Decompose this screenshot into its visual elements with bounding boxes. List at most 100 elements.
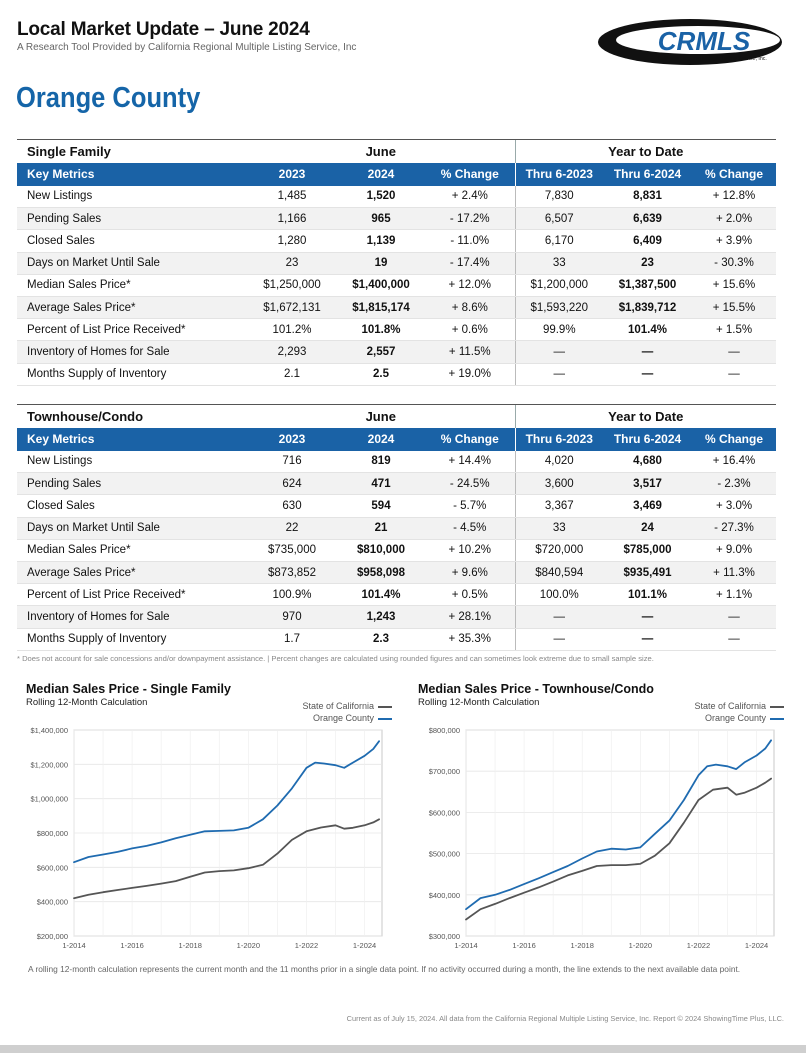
- ytd-2024-value: —: [603, 606, 692, 628]
- ytd-2023-value: $720,000: [515, 539, 603, 561]
- y-tick-label: $700,000: [429, 767, 460, 776]
- june-2024-value: 594: [337, 495, 425, 517]
- ytd-group-header: Year to Date: [515, 140, 776, 163]
- section-title: Townhouse/Condo: [17, 405, 247, 428]
- townhouse-table: Townhouse/Condo June Year to Date Key Me…: [17, 404, 776, 651]
- june-2024-value: 2.3: [337, 628, 425, 650]
- ytd-pct-change: + 3.9%: [692, 230, 776, 252]
- june-2023-value: $735,000: [247, 539, 337, 561]
- june-pct-change: - 4.5%: [425, 517, 515, 539]
- col-thru-2024: Thru 6-2024: [603, 163, 692, 186]
- y-tick-label: $300,000: [429, 932, 460, 941]
- table-row: Pending Sales 1,166 965- 17.2% 6,507 6,639 + …: [17, 208, 776, 230]
- ytd-2024-value: —: [603, 363, 692, 385]
- metric-name: Average Sales Price*: [17, 561, 247, 583]
- report-title: Local Market Update – June 2024: [17, 19, 310, 41]
- june-2024-value: 21: [337, 517, 425, 539]
- june-pct-change: + 11.5%: [425, 341, 515, 363]
- chart-note: A rolling 12-month calculation represent…: [28, 964, 740, 974]
- y-tick-label: $500,000: [429, 850, 460, 859]
- ytd-pct-change: + 15.5%: [692, 296, 776, 318]
- x-tick-label: 1-2014: [454, 941, 477, 950]
- x-tick-label: 1-2016: [512, 941, 535, 950]
- metric-name: Pending Sales: [17, 473, 247, 495]
- x-tick-label: 1-2018: [571, 941, 594, 950]
- june-2024-value: 2,557: [337, 341, 425, 363]
- chart-townhouse: Median Sales Price - Townhouse/Condo Rol…: [418, 682, 788, 957]
- june-2024-value: 1,243: [337, 606, 425, 628]
- table-row: Months Supply of Inventory 2.1 2.5 + 19.0% —…: [17, 363, 776, 385]
- chart-plot-townhouse: $300,000$400,000$500,000$600,000$700,000…: [418, 682, 788, 957]
- table-row: Average Sales Price* $873,852 $958,098 + 9.…: [17, 561, 776, 583]
- table-row: Percent of List Price Received* 100.9% 101…: [17, 584, 776, 606]
- y-tick-label: $400,000: [429, 891, 460, 900]
- ytd-2024-value: 101.4%: [603, 319, 692, 341]
- june-pct-change: - 17.4%: [425, 252, 515, 274]
- y-tick-label: $1,200,000: [30, 760, 68, 769]
- table-row: New Listings 1,485 1,520 + 2.4% 7,830 8,831 + …: [17, 186, 776, 208]
- col-thru-2023: Thru 6-2023: [515, 428, 603, 451]
- ytd-pct-change: + 3.0%: [692, 495, 776, 517]
- ytd-2024-value: 101.1%: [603, 584, 692, 606]
- ytd-2024-value: 24: [603, 517, 692, 539]
- table-row: Closed Sales 1,280 1,139- 11.0% 6,170 6,409 +…: [17, 230, 776, 252]
- ytd-2023-value: 6,507: [515, 208, 603, 230]
- june-2024-value: 965: [337, 208, 425, 230]
- june-2023-value: $1,250,000: [247, 274, 337, 296]
- col-key-metrics: Key Metrics: [17, 428, 247, 451]
- ytd-pct-change: + 9.0%: [692, 539, 776, 561]
- june-2023-value: $1,672,131: [247, 296, 337, 318]
- region-title: Orange County: [16, 82, 200, 115]
- col-2023: 2023: [247, 163, 337, 186]
- y-tick-label: $1,400,000: [30, 726, 68, 735]
- ytd-pct-change: - 30.3%: [692, 252, 776, 274]
- june-2023-value: 100.9%: [247, 584, 337, 606]
- ytd-2023-value: 3,600: [515, 473, 603, 495]
- copyright-note: Current as of July 15, 2024. All data fr…: [347, 1014, 784, 1023]
- june-pct-change: - 17.2%: [425, 208, 515, 230]
- ytd-2024-value: 4,680: [603, 451, 692, 473]
- x-tick-label: 1-2016: [120, 941, 143, 950]
- x-tick-label: 1-2022: [687, 941, 710, 950]
- june-2024-value: $810,000: [337, 539, 425, 561]
- june-pct-change: + 8.6%: [425, 296, 515, 318]
- ytd-2023-value: 7,830: [515, 186, 603, 208]
- ytd-2024-value: —: [603, 628, 692, 650]
- ytd-2024-value: 6,409: [603, 230, 692, 252]
- table-row: Closed Sales 630 594- 5.7% 3,367 3,469 + 3.0%: [17, 495, 776, 517]
- june-pct-change: - 11.0%: [425, 230, 515, 252]
- june-2024-value: 101.4%: [337, 584, 425, 606]
- logo-text: CRMLS: [658, 26, 751, 56]
- metric-name: Inventory of Homes for Sale: [17, 341, 247, 363]
- logo-tagline: California Regional Multiple Listing Ser…: [657, 56, 767, 62]
- june-pct-change: + 35.3%: [425, 628, 515, 650]
- metric-name: Closed Sales: [17, 495, 247, 517]
- col-pct-change: % Change: [425, 163, 515, 186]
- june-pct-change: + 19.0%: [425, 363, 515, 385]
- ytd-2024-value: $1,387,500: [603, 274, 692, 296]
- metric-name: New Listings: [17, 451, 247, 473]
- bottom-bar: [0, 1045, 806, 1053]
- metric-name: Days on Market Until Sale: [17, 517, 247, 539]
- metric-name: Pending Sales: [17, 208, 247, 230]
- ytd-pct-change: + 1.5%: [692, 319, 776, 341]
- ytd-pct-change: —: [692, 628, 776, 650]
- ytd-2024-value: $935,491: [603, 561, 692, 583]
- ytd-2024-value: 8,831: [603, 186, 692, 208]
- col-2024: 2024: [337, 428, 425, 451]
- metric-name: New Listings: [17, 186, 247, 208]
- col-ytd-pct-change: % Change: [692, 428, 776, 451]
- ytd-2024-value: —: [603, 341, 692, 363]
- june-2024-value: 1,520: [337, 186, 425, 208]
- june-pct-change: + 0.6%: [425, 319, 515, 341]
- ytd-pct-change: - 27.3%: [692, 517, 776, 539]
- june-2024-value: $1,815,174: [337, 296, 425, 318]
- col-ytd-pct-change: % Change: [692, 163, 776, 186]
- x-tick-label: 1-2020: [237, 941, 260, 950]
- ytd-pct-change: —: [692, 341, 776, 363]
- june-pct-change: - 24.5%: [425, 473, 515, 495]
- metric-name: Percent of List Price Received*: [17, 584, 247, 606]
- metric-name: Inventory of Homes for Sale: [17, 606, 247, 628]
- metric-name: Average Sales Price*: [17, 296, 247, 318]
- metric-name: Days on Market Until Sale: [17, 252, 247, 274]
